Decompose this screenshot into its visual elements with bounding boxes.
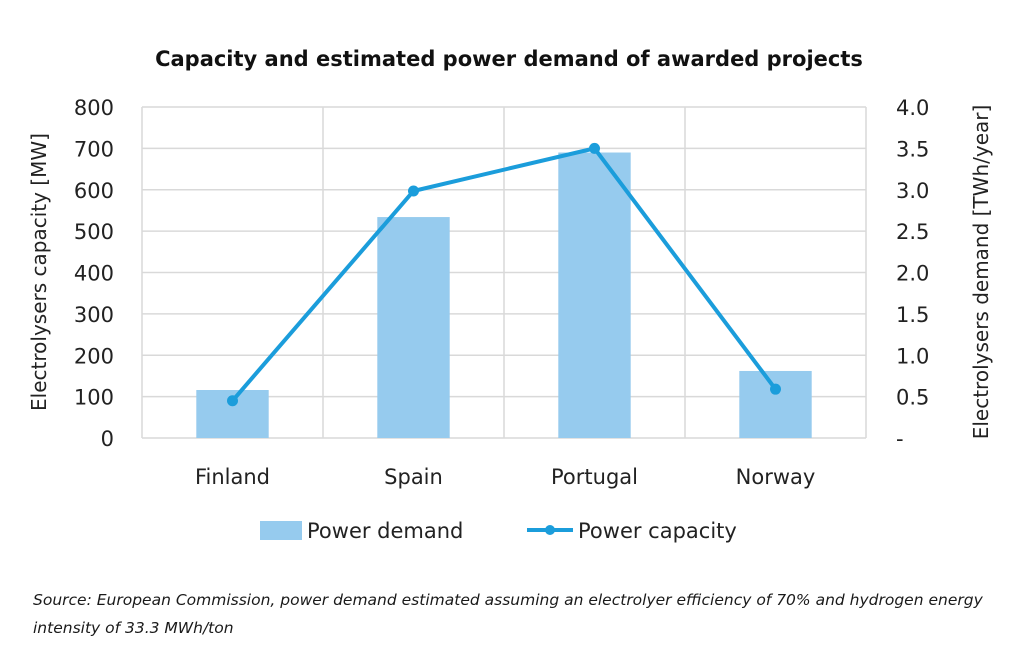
point-power-capacity-norway	[770, 383, 781, 395]
y-axis-label: Electrolysers capacity [MW]	[27, 133, 51, 411]
point-power-capacity-spain	[408, 185, 419, 197]
x-tick-label: Norway	[736, 465, 816, 489]
legend-swatch-power-demand	[260, 521, 302, 540]
combo-chart: Capacity and estimated power demand of a…	[27, 47, 993, 543]
y2-tick-label: -	[896, 427, 904, 451]
point-power-capacity-finland	[227, 395, 238, 407]
right-axis-ticks: - 0.5 1.0 1.5 2.0 2.5 3.0 3.5 4.0	[896, 96, 929, 451]
x-tick-label: Portugal	[551, 465, 638, 489]
y2-tick-label: 1.5	[896, 303, 929, 327]
legend-swatch-power-capacity-marker	[545, 525, 555, 535]
legend: Power demand Power capacity	[260, 519, 737, 543]
y-tick-label: 800	[74, 96, 114, 120]
bar-power-demand-spain	[377, 217, 450, 438]
y2-tick-label: 3.5	[896, 137, 929, 161]
y2-tick-label: 2.0	[896, 262, 929, 286]
y-tick-label: 200	[74, 344, 114, 368]
y-tick-label: 400	[74, 262, 114, 286]
y-tick-label: 300	[74, 303, 114, 327]
legend-label-power-demand: Power demand	[307, 519, 463, 543]
y-tick-label: 500	[74, 220, 114, 244]
line-power-capacity	[230, 146, 778, 403]
chart-title: Capacity and estimated power demand of a…	[155, 47, 863, 71]
y-tick-label: 600	[74, 179, 114, 203]
bar-series	[196, 152, 812, 438]
source-note: Source: European Commission, power deman…	[33, 591, 983, 637]
gridlines	[141, 106, 867, 439]
point-power-capacity-portugal	[589, 142, 600, 154]
bar-power-demand-portugal	[558, 152, 631, 438]
y2-tick-label: 4.0	[896, 96, 929, 120]
y-tick-label: 0	[101, 427, 114, 451]
y2-tick-label: 0.5	[896, 386, 929, 410]
x-axis-ticks: Finland Spain Portugal Norway	[195, 465, 815, 489]
line-series	[227, 142, 781, 407]
bar-power-demand-norway	[739, 370, 812, 438]
y2-axis-label: Electrolysers demand [TWh/year]	[969, 105, 993, 440]
y2-tick-label: 1.0	[896, 344, 929, 368]
legend-label-power-capacity: Power capacity	[578, 519, 737, 543]
y2-tick-label: 2.5	[896, 220, 929, 244]
x-tick-label: Finland	[195, 465, 270, 489]
y2-tick-label: 3.0	[896, 179, 929, 203]
left-axis-ticks: 0 100 200 300 400 500 600 700 800	[74, 96, 114, 451]
y-tick-label: 100	[74, 386, 114, 410]
y-tick-label: 700	[74, 137, 114, 161]
x-tick-label: Spain	[384, 465, 443, 489]
